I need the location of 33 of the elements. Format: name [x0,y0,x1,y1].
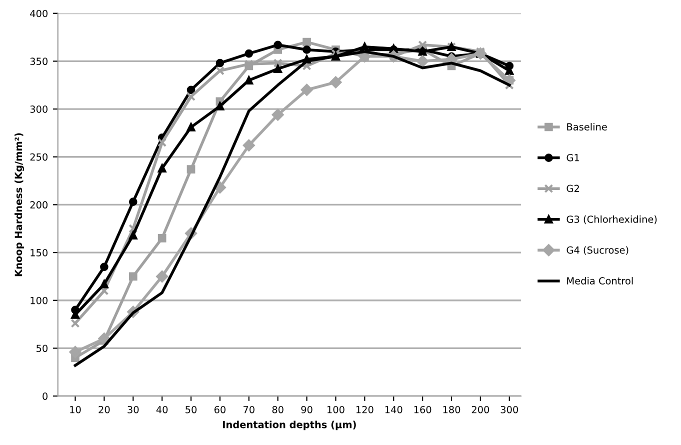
y-tick-label: 100 [30,296,48,304]
y-axis-title: Knoop Hardness (Kg/mm²) [14,133,24,276]
y-tick-label: 200 [30,201,48,209]
legend-label: Baseline [567,123,607,131]
x-tick-label: 10 [70,406,81,414]
x-tick-label: 140 [385,406,402,414]
x-tick-label: 200 [472,406,490,414]
x-tick-label: 20 [98,406,110,414]
x-tick-label: 90 [301,406,312,414]
y-tick-label: 0 [42,392,48,400]
y-tick-label: 350 [30,58,48,66]
legend-label: G1 [566,154,580,162]
x-tick-label: 80 [272,406,284,414]
x-tick-label: 50 [186,406,197,414]
legend-label: G3 (Chlorhexidine) [566,215,657,224]
legend-label: Media Control [567,276,633,285]
y-tick-label: 400 [30,10,48,18]
x-tick-label: 70 [244,406,254,414]
y-tick-label: 300 [30,106,48,113]
legend-label: G2 [566,184,579,192]
y-tick-label: 50 [36,344,48,352]
x-tick-label: 120 [356,406,374,414]
x-tick-label: 300 [500,406,518,414]
x-tick-label: 60 [214,406,226,414]
y-tick-label: 250 [30,153,48,161]
x-tick-label: 30 [128,406,139,414]
x-tick-label: 160 [414,406,432,414]
x-tick-label: 180 [443,406,460,414]
y-tick-label: 150 [30,249,48,256]
legend-label: G4 (Sucrose) [566,246,628,255]
x-tick-label: 100 [328,406,344,414]
x-tick-label: 40 [156,406,168,414]
x-axis-title: Indentation depths (µm) [223,420,356,430]
